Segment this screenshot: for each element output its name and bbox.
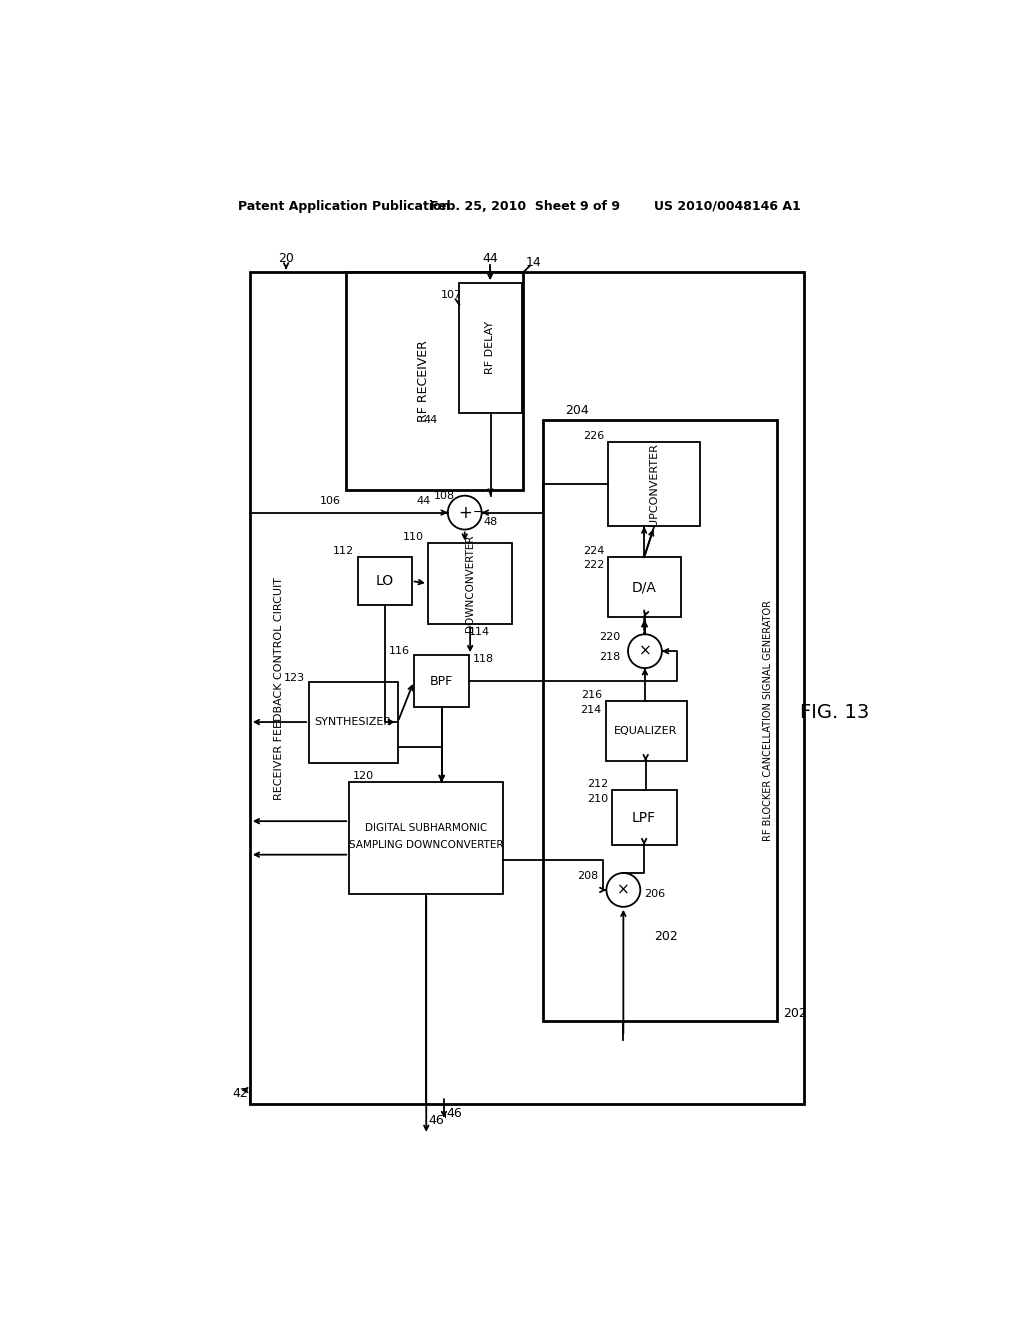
Text: SAMPLING DOWNCONVERTER: SAMPLING DOWNCONVERTER [349,841,504,850]
Text: 212: 212 [587,779,608,788]
Text: ×: × [639,644,651,659]
Bar [357,557,412,605]
Text: 20: 20 [279,252,294,265]
Text: 44: 44 [424,416,438,425]
Text: 206: 206 [644,888,666,899]
Bar [428,544,512,624]
Text: 48: 48 [483,517,498,527]
Text: 226: 226 [583,430,604,441]
Text: 222: 222 [583,560,604,570]
Text: 106: 106 [321,496,341,506]
Text: 118: 118 [473,653,495,664]
Text: 114: 114 [469,627,489,638]
Bar [608,557,681,618]
Text: 210: 210 [587,795,608,804]
Text: 220: 220 [599,632,621,643]
Text: 123: 123 [285,673,305,684]
Bar [414,655,469,708]
Text: D/A: D/A [632,581,656,594]
Text: US 2010/0048146 A1: US 2010/0048146 A1 [653,199,801,213]
Text: LO: LO [376,574,393,589]
Text: 116: 116 [389,647,410,656]
Text: FIG. 13: FIG. 13 [801,704,869,722]
Text: 110: 110 [402,532,424,543]
Text: 46': 46' [428,1114,447,1127]
Text: Patent Application Publication: Patent Application Publication [239,199,451,213]
Text: 202: 202 [783,1007,807,1019]
Text: 112: 112 [333,546,354,556]
Bar [460,284,521,413]
Text: 44: 44 [482,252,498,265]
Text: 42: 42 [232,1088,248,1101]
Text: 208: 208 [578,871,599,880]
Text: 216: 216 [581,690,602,700]
Text: 44: 44 [416,496,430,506]
Text: +: + [458,504,472,521]
Circle shape [447,495,481,529]
Text: 218: 218 [599,652,621,663]
Circle shape [628,635,662,668]
Text: 108: 108 [434,491,456,500]
Text: DOWNCONVERTER: DOWNCONVERTER [465,535,475,632]
Text: EQUALIZER: EQUALIZER [614,726,678,737]
Text: 214: 214 [581,705,602,715]
Bar [608,442,700,527]
Text: 46: 46 [446,1106,462,1119]
Bar [544,420,777,1020]
Text: 224: 224 [583,546,604,556]
Circle shape [606,873,640,907]
Text: ×: × [617,882,630,898]
Text: RF BLOCKER CANCELLATION SIGNAL GENERATOR: RF BLOCKER CANCELLATION SIGNAL GENERATOR [763,601,773,841]
Bar [605,701,686,762]
Bar [349,781,503,894]
Text: 120: 120 [353,771,374,781]
Bar [611,789,677,845]
Text: 202: 202 [654,929,678,942]
Text: 204: 204 [565,404,590,417]
Text: UPCONVERTER: UPCONVERTER [649,442,659,525]
Text: RF DELAY: RF DELAY [485,321,496,375]
Text: 14: 14 [526,256,542,269]
Bar [250,272,804,1104]
Bar [309,682,397,763]
Text: 107: 107 [441,290,462,301]
Text: RECEIVER FEEDBACK CONTROL CIRCUIT: RECEIVER FEEDBACK CONTROL CIRCUIT [274,577,285,800]
Text: RF RECEIVER: RF RECEIVER [417,341,430,422]
Text: Feb. 25, 2010  Sheet 9 of 9: Feb. 25, 2010 Sheet 9 of 9 [430,199,620,213]
Text: BPF: BPF [430,675,454,688]
Bar [346,272,523,490]
Text: LPF: LPF [632,810,656,825]
Text: SYNTHESIZER: SYNTHESIZER [314,717,391,727]
Text: DIGITAL SUBHARMONIC: DIGITAL SUBHARMONIC [366,824,487,833]
Text: −: − [473,506,483,519]
